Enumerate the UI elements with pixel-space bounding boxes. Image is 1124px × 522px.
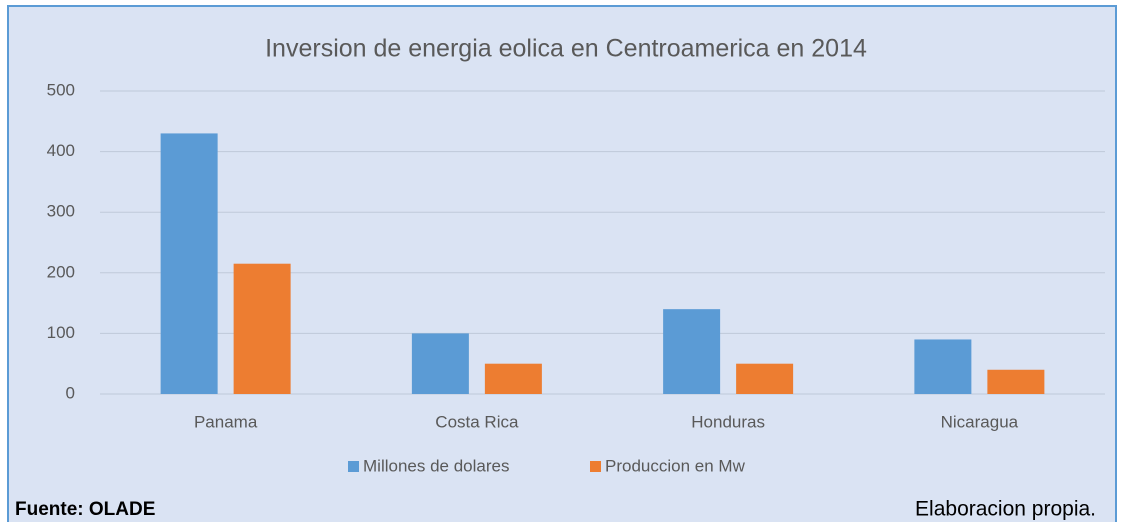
y-tick-label: 500 [47,80,75,99]
y-tick-label: 200 [47,262,75,281]
y-tick-label: 0 [66,383,75,402]
x-tick-label: Costa Rica [435,412,519,431]
legend-swatch [348,461,359,472]
bar [411,333,469,394]
legend-label: Millones de dolares [363,456,509,475]
x-tick-label: Nicaragua [941,412,1019,431]
bar [987,369,1045,394]
note: Elaboracion propia. [915,498,1096,521]
bar [484,363,542,394]
bar [160,133,218,395]
legend-swatch [590,461,601,472]
bar [914,339,972,394]
x-tick-label: Panama [194,412,258,431]
bar [736,363,794,394]
y-tick-label: 400 [47,141,75,160]
bar [663,309,721,394]
bar [233,263,291,394]
chart-title: Inversion de energia eolica en Centroame… [265,35,867,63]
x-tick-label: Honduras [691,412,765,431]
source: Fuente: OLADE [15,499,155,520]
y-tick-label: 300 [47,202,75,221]
legend-label: Produccion en Mw [605,456,746,475]
y-tick-label: 100 [47,323,75,342]
